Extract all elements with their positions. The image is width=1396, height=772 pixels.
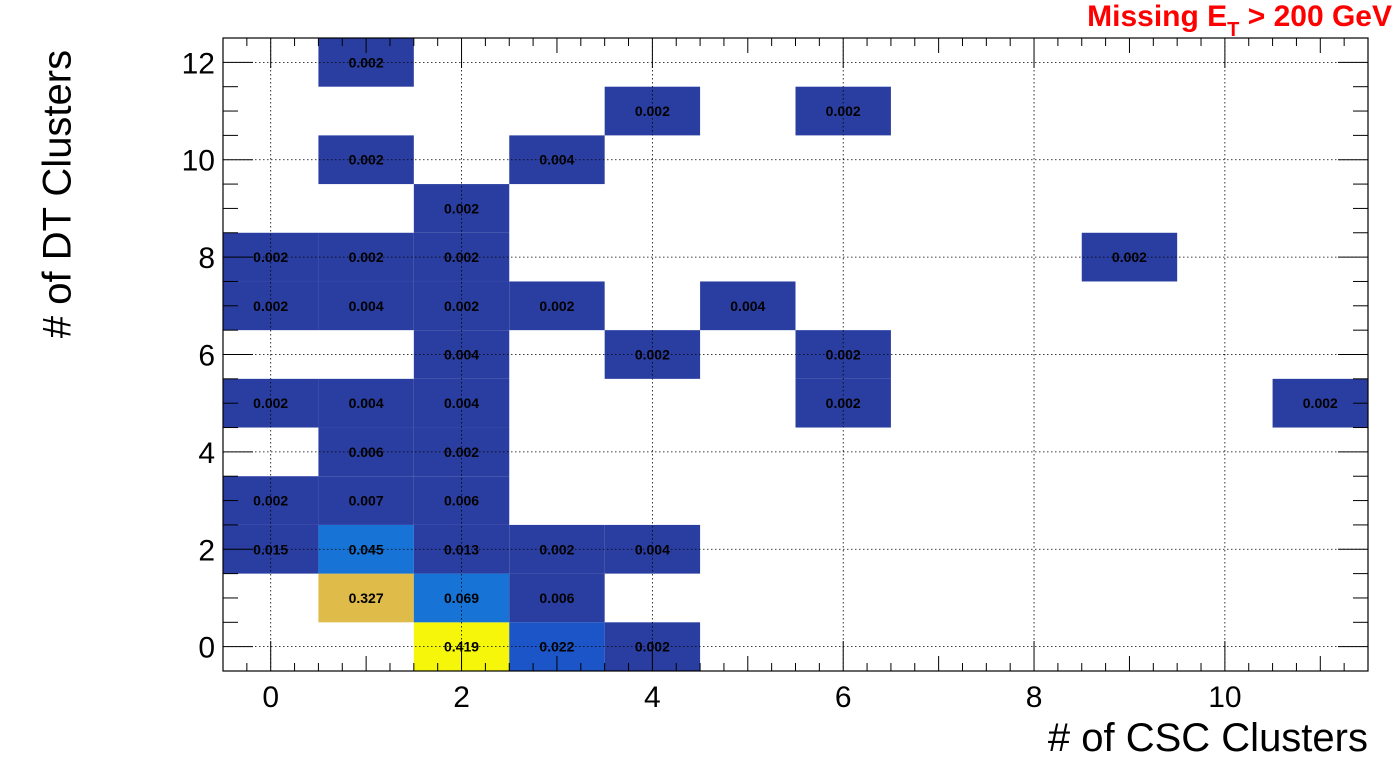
cell-value-label: 0.419 — [444, 639, 479, 655]
cell-value-label: 0.004 — [444, 395, 479, 411]
cell-value-label: 0.013 — [444, 541, 479, 557]
heatmap-cell — [1272, 378, 1368, 428]
heatmap-cell — [413, 427, 510, 477]
cell-value-label: 0.002 — [444, 444, 479, 460]
cell-value-label: 0.002 — [1303, 395, 1338, 411]
cell-value-label: 0.006 — [349, 444, 384, 460]
cell-value-label: 0.002 — [444, 200, 479, 216]
cell-value-label: 0.002 — [349, 152, 384, 168]
heatmap-cell — [318, 524, 414, 574]
x-tick-label: 6 — [835, 681, 852, 714]
heatmap-cell — [413, 524, 510, 574]
chart-title-main: Missing E — [1087, 0, 1228, 33]
cell-value-label: 0.002 — [253, 395, 288, 411]
x-tick-label: 10 — [1208, 681, 1241, 714]
cell-value-label: 0.002 — [826, 395, 861, 411]
axis-ticks: 0 2 4 6 8 10 0 2 4 6 8 10 12 — [182, 37, 1369, 714]
y-tick-label: 2 — [198, 534, 215, 567]
cell-value-label: 0.002 — [444, 249, 479, 265]
cell-value-label: 0.004 — [635, 541, 670, 557]
cell-value-label: 0.002 — [253, 298, 288, 314]
heatmap-cell — [223, 476, 319, 525]
cell-value-label: 0.002 — [635, 639, 670, 655]
y-tick-label: 6 — [198, 340, 215, 373]
x-tick-label: 4 — [644, 681, 661, 714]
cell-value-label: 0.002 — [635, 103, 670, 119]
cell-value-label: 0.004 — [730, 298, 765, 314]
heatmap-cell — [413, 476, 510, 525]
cell-value-label: 0.002 — [826, 103, 861, 119]
grid-lines — [223, 38, 1368, 671]
cell-value-label: 0.006 — [444, 493, 479, 509]
plot-frame — [222, 37, 1369, 672]
heatmap-cell — [318, 232, 414, 282]
heatmap-cell — [509, 524, 605, 574]
cell-value-label: 0.002 — [349, 54, 384, 70]
heatmap-cell — [318, 476, 414, 525]
cell-value-label: 0.002 — [826, 347, 861, 363]
cell-value-label: 0.006 — [539, 590, 574, 606]
heatmap-cell — [509, 281, 605, 331]
heatmap-cell — [509, 573, 605, 623]
cell-value-label: 0.007 — [349, 493, 384, 509]
cell-value-label: 0.002 — [253, 249, 288, 265]
heatmap-cell — [1081, 232, 1178, 282]
x-tick-label: 8 — [1026, 681, 1043, 714]
heatmap-cell — [318, 281, 414, 331]
y-tick-label: 4 — [198, 437, 215, 470]
cell-labels: 0.419 0.022 0.002 0.327 0.069 0.006 0.015 0.045… — [253, 54, 1338, 654]
cell-value-label: 0.004 — [444, 347, 479, 363]
y-tick-label: 12 — [182, 47, 215, 80]
heatmap-cell — [413, 232, 510, 282]
cell-value-label: 0.002 — [539, 541, 574, 557]
x-tick-label: 2 — [453, 681, 470, 714]
chart-title-rest: > 200 GeV — [1239, 0, 1392, 33]
cell-value-label: 0.004 — [539, 152, 574, 168]
cell-value-label: 0.004 — [349, 395, 384, 411]
y-tick-label: 0 — [198, 632, 215, 665]
x-axis-label: # of CSC Clusters — [1047, 716, 1368, 760]
cell-value-label: 0.002 — [253, 493, 288, 509]
cell-value-label: 0.002 — [349, 249, 384, 265]
cell-value-label: 0.069 — [444, 590, 479, 606]
y-axis-label: # of DT Clusters — [35, 49, 80, 339]
cell-value-label: 0.002 — [539, 298, 574, 314]
heatmap-cell — [413, 184, 510, 233]
cell-value-label: 0.327 — [349, 590, 384, 606]
cell-value-label: 0.002 — [444, 298, 479, 314]
chart-title-subscript: T — [1227, 19, 1240, 41]
cell-value-label: 0.002 — [635, 347, 670, 363]
cell-value-label: 0.002 — [1112, 249, 1147, 265]
heatmap-cell — [318, 135, 414, 185]
heatmap-cell — [318, 378, 414, 428]
heatmap-cell — [509, 135, 605, 185]
y-tick-label: 8 — [198, 242, 215, 275]
cell-value-label: 0.022 — [539, 639, 574, 655]
cell-value-label: 0.004 — [349, 298, 384, 314]
heatmap-cell — [700, 281, 796, 331]
cell-value-label: 0.045 — [349, 541, 384, 557]
x-tick-label: 0 — [262, 681, 279, 714]
y-tick-label: 10 — [182, 145, 215, 178]
heatmap-cell — [318, 427, 414, 477]
cell-value-label: 0.015 — [253, 541, 288, 557]
chart-title: Missing ET > 200 GeV — [1087, 0, 1392, 41]
heatmap-cell — [318, 573, 414, 623]
